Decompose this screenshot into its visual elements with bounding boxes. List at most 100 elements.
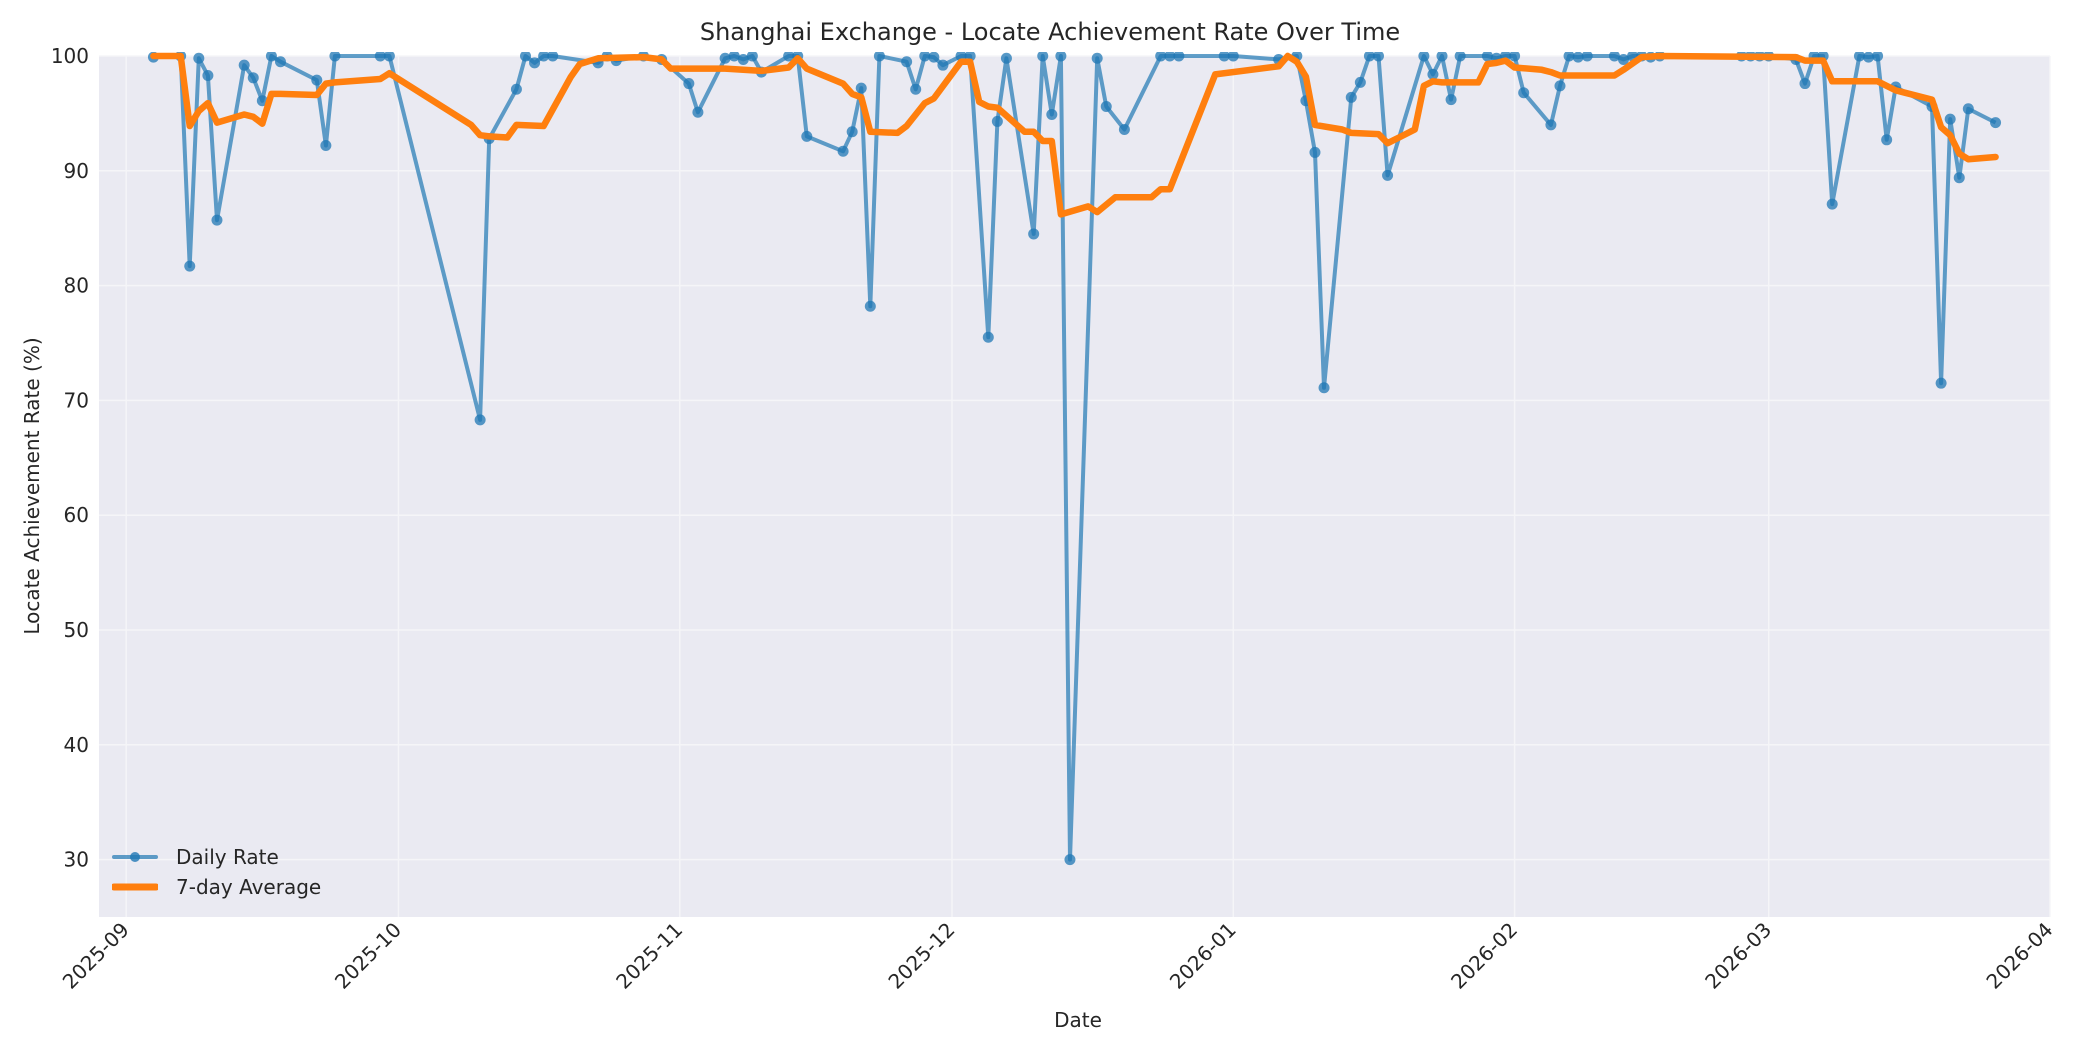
data-point [193,52,205,64]
data-point [184,260,196,272]
chart-title: Shanghai Exchange - Locate Achievement R… [699,18,1401,46]
data-point [1863,52,1875,63]
data-point [1944,113,1956,125]
plot-background [99,56,2050,917]
data-point [1372,52,1384,62]
data-point [1799,78,1811,90]
data-point [1572,52,1584,63]
y-tick-label: 40 [64,733,89,757]
data-point [692,106,704,118]
data-point [311,74,323,86]
data-point [1028,228,1040,240]
data-point [783,52,795,62]
data-point [1935,377,1947,389]
data-point [855,82,867,94]
x-tick-label: 2025-09 [58,918,134,994]
data-point [982,331,994,343]
data-point [919,52,931,62]
data-point [538,52,550,62]
data-point [1363,52,1375,62]
data-point [1100,101,1112,113]
y-tick-label: 80 [64,274,89,298]
data-point [1318,382,1330,394]
data-point [1445,94,1457,106]
legend-item-7-day-average: 7-day Average [112,872,321,902]
data-point [1953,172,1965,184]
x-tick-label: 2026-02 [1446,918,1522,994]
data-point [1382,169,1394,181]
legend: Daily Rate 7-day Average [112,842,321,902]
data-point [1990,117,2002,129]
data-point [1173,52,1185,62]
data-point [719,52,731,64]
data-point [1618,53,1630,65]
data-point [864,300,876,312]
data-point [238,59,250,71]
data-point [374,52,386,62]
data-point [1826,198,1838,210]
data-point [1091,52,1103,64]
y-tick-label: 70 [64,388,89,412]
data-point [1881,134,1893,146]
x-axis-label: Date [1054,1008,1102,1032]
data-point [265,52,277,62]
data-point [1454,52,1466,62]
data-point [910,83,922,95]
data-point [1853,52,1865,62]
data-point [320,140,332,152]
data-point [519,52,531,62]
legend-item-daily-rate: Daily Rate [112,842,321,872]
data-point [202,70,214,82]
data-point [1427,68,1439,80]
data-point [1227,52,1239,62]
data-point [1518,87,1530,99]
data-point [1354,76,1366,88]
data-point [1481,52,1493,62]
data-point [746,52,758,62]
data-point [1418,52,1430,62]
data-point [928,52,940,63]
data-point [211,214,223,226]
data-point [1962,103,1974,115]
data-point [1608,52,1620,62]
data-point [1563,52,1575,62]
data-point [1509,52,1521,62]
data-point [1218,52,1230,62]
data-point [1037,52,1049,62]
data-point [1436,52,1448,62]
y-tick-label: 50 [64,618,89,642]
data-point [1581,52,1593,62]
data-point [728,52,740,62]
x-tick-label: 2026-04 [1981,918,2057,994]
x-tick-label: 2026-01 [1165,918,1241,994]
legend-label: 7-day Average [176,875,322,899]
x-tick-label: 2025-11 [611,918,687,994]
data-point [274,56,286,68]
legend-label: Daily Rate [176,845,279,869]
data-point [1118,123,1130,135]
data-point [1309,146,1321,158]
data-point [1872,52,1884,62]
y-tick-label: 100 [51,44,89,68]
data-point [873,52,885,62]
data-point [1345,91,1357,103]
data-point [1164,52,1176,62]
y-tick-label: 30 [64,848,89,872]
x-tick-label: 2025-10 [330,918,406,994]
data-point [1046,109,1058,121]
line-icon [112,877,158,897]
y-tick-label: 90 [64,159,89,183]
data-point [737,53,749,65]
seven-day-average-line [150,52,1999,218]
data-point [1000,52,1012,64]
data-point [683,78,695,90]
data-point [547,52,559,62]
y-tick-label: 60 [64,503,89,527]
data-point [1545,119,1557,131]
data-point [1055,52,1067,62]
x-tick-label: 2025-12 [883,918,959,994]
data-point [937,59,949,71]
data-point [510,83,522,95]
